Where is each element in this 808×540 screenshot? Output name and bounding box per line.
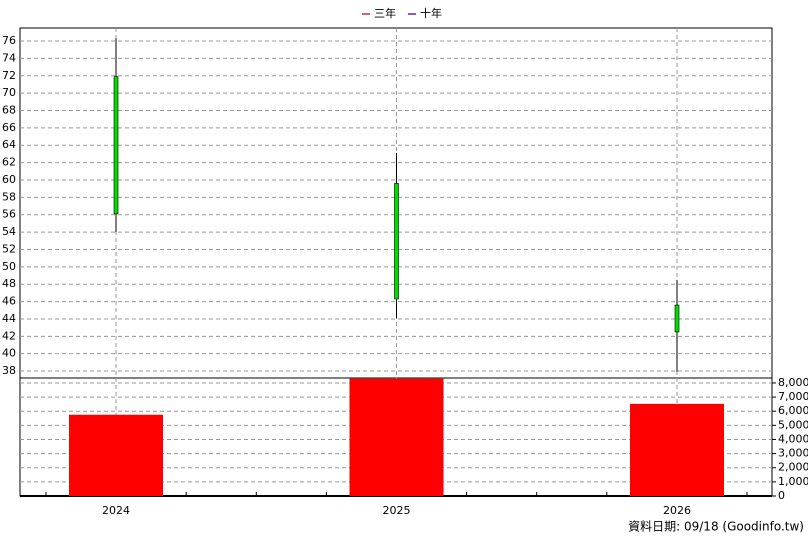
y-tick-label: 76: [2, 34, 16, 47]
y2-tick-label: 7,000: [778, 390, 808, 403]
candle-body: [674, 304, 680, 333]
legend-label: 三年: [374, 6, 396, 20]
y2-tick-label: 3,000: [778, 447, 808, 460]
y2-tick-label: 5,000: [778, 418, 808, 431]
x-tick-label: 2025: [383, 504, 411, 517]
y-tick-label: 68: [2, 104, 16, 117]
y-tick-label: 50: [2, 260, 16, 273]
y2-tick-label: 0: [778, 489, 785, 502]
y-tick-label: 48: [2, 277, 16, 290]
y-tick-label: 40: [2, 347, 16, 360]
y-tick-label: 52: [2, 242, 16, 255]
y-tick-label: 42: [2, 329, 16, 342]
y2-tick-label: 6,000: [778, 404, 808, 417]
y2-tick-label: 4,000: [778, 432, 808, 445]
volume-bar: [349, 378, 444, 496]
y-tick-label: 56: [2, 208, 16, 221]
x-tick-label: 2024: [102, 504, 130, 517]
y-tick-label: 44: [2, 312, 16, 325]
y2-tick-label: 1,000: [778, 475, 808, 488]
volume-bar: [630, 403, 724, 496]
y-tick-label: 62: [2, 156, 16, 169]
legend-label: 十年: [420, 6, 442, 20]
y-tick-label: 60: [2, 173, 16, 186]
y-tick-label: 72: [2, 69, 16, 82]
candle-body: [394, 183, 399, 300]
footer: 資料日期: 09/18 (Goodinfo.tw): [628, 520, 804, 534]
y-tick-label: 38: [2, 364, 16, 377]
candle-body: [113, 76, 119, 215]
x-tick-label: 2026: [663, 504, 691, 517]
y2-tick-label: 8,000: [778, 376, 808, 389]
y2-tick-label: 2,000: [778, 461, 808, 474]
y-tick-label: 54: [2, 225, 16, 238]
y-tick-label: 70: [2, 86, 16, 99]
y-tick-label: 64: [2, 138, 16, 151]
y-tick-label: 58: [2, 190, 16, 203]
y-tick-label: 46: [2, 295, 16, 308]
y-tick-label: 66: [2, 121, 16, 134]
volume-bar: [69, 414, 163, 496]
y-tick-label: 74: [2, 51, 16, 64]
